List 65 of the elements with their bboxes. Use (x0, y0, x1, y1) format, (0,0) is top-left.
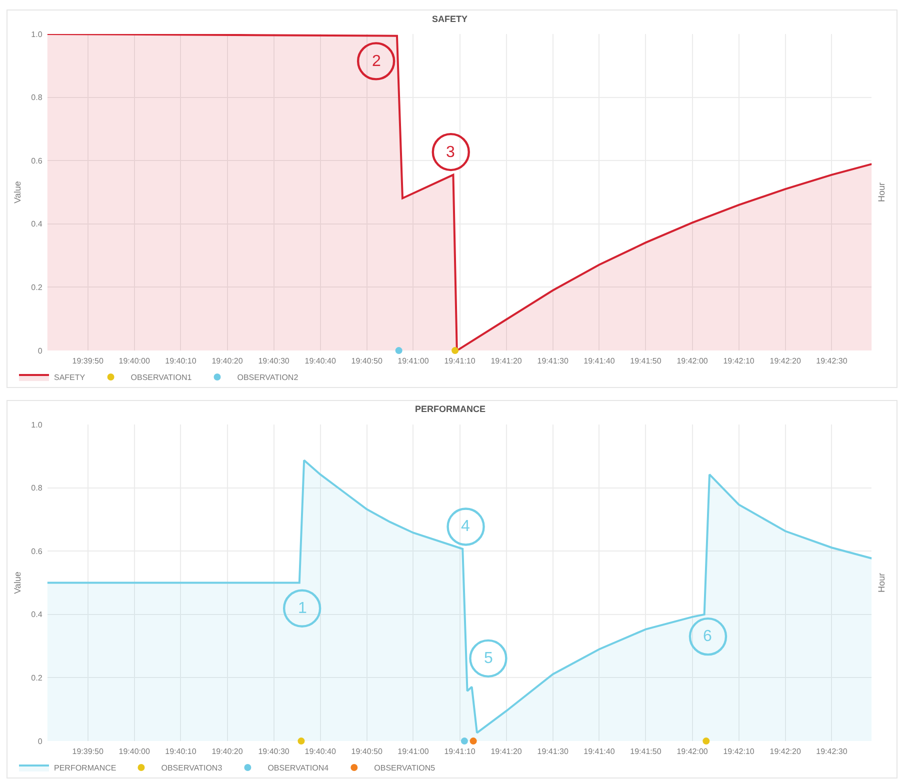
x-tick-label: 19:42:20 (770, 747, 802, 756)
x-tick-label: 19:41:40 (584, 356, 616, 366)
x-tick-label: 19:41:50 (630, 747, 662, 756)
legend-label: OBSERVATION1 (130, 373, 192, 382)
x-tick-label: 19:42:00 (676, 356, 708, 366)
x-tick-label: 19:40:40 (304, 747, 336, 756)
x-tick-label: 19:42:20 (770, 356, 802, 366)
x-tick-label: 19:40:10 (165, 747, 197, 756)
annotation: 4 (461, 518, 470, 535)
legend-label: PERFORMANCE (54, 764, 116, 773)
annotation: 3 (446, 144, 455, 161)
x-tick-label: 19:39:50 (72, 747, 104, 756)
annotation: 1 (298, 600, 307, 617)
x-tick-label: 19:41:50 (630, 356, 662, 366)
x-tick-label: 19:40:50 (351, 747, 383, 756)
y-tick-label: 0.4 (31, 610, 43, 620)
x-tick-label: 19:41:10 (444, 356, 476, 366)
annotation: 5 (484, 650, 493, 667)
x-tick-label: 19:41:00 (398, 356, 430, 366)
legend-label: OBSERVATION5 (374, 764, 436, 773)
x-tick-label: 19:40:00 (118, 747, 150, 756)
y-tick-label: 0.8 (31, 93, 43, 102)
x-tick-label: 19:40:20 (212, 356, 244, 366)
y-tick-label: 1.0 (31, 420, 43, 430)
x-tick-label: 19:40:40 (304, 356, 336, 366)
y-axis-title: Value (12, 572, 23, 594)
annotation: 6 (703, 628, 712, 645)
y-tick-label: 0.4 (31, 220, 43, 229)
x-tick-label: 19:42:30 (816, 356, 848, 366)
y-axis-title: Value (12, 181, 23, 204)
x-tick-label: 19:40:10 (165, 356, 197, 366)
y-tick-label: 0.2 (31, 674, 43, 683)
annotation: 2 (372, 53, 381, 70)
x-tick-label: 19:41:30 (537, 356, 569, 366)
x-tick-label: 19:42:10 (723, 747, 755, 756)
y-tick-label: 1.0 (31, 30, 43, 39)
x-tick-label: 19:39:50 (72, 356, 104, 366)
y2-axis-title: Hour (876, 182, 886, 202)
legend-label: OBSERVATION4 (268, 764, 330, 773)
x-tick-label: 19:40:50 (351, 356, 383, 366)
x-tick-label: 19:40:30 (258, 747, 290, 756)
x-tick-label: 19:41:20 (490, 747, 522, 756)
y-tick-label: 0 (38, 736, 43, 746)
x-tick-label: 19:40:20 (212, 747, 244, 756)
x-tick-label: 19:40:00 (118, 356, 150, 366)
x-tick-label: 19:42:10 (723, 356, 755, 366)
x-tick-label: 19:42:00 (676, 747, 708, 756)
y-tick-label: 0.2 (31, 283, 43, 292)
legend-label: OBSERVATION2 (237, 373, 299, 382)
legend-label: SAFETY (54, 373, 86, 382)
y-tick-label: 0.6 (31, 546, 43, 556)
y-tick-label: 0.6 (31, 156, 43, 166)
chart-title: PERFORMANCE (415, 404, 486, 414)
legend-label: OBSERVATION3 (161, 764, 223, 773)
x-tick-label: 19:41:30 (537, 747, 569, 756)
x-tick-label: 19:42:30 (816, 747, 848, 756)
x-tick-label: 19:41:20 (490, 356, 522, 366)
x-tick-label: 19:41:00 (398, 747, 430, 756)
x-tick-label: 19:41:10 (444, 747, 476, 756)
x-tick-label: 19:40:30 (258, 356, 290, 366)
y-tick-label: 0 (38, 346, 43, 356)
y2-axis-title: Hour (876, 572, 886, 593)
y-tick-label: 0.8 (31, 484, 43, 493)
chart-title: SAFETY (432, 14, 468, 24)
x-tick-label: 19:41:40 (584, 747, 616, 756)
